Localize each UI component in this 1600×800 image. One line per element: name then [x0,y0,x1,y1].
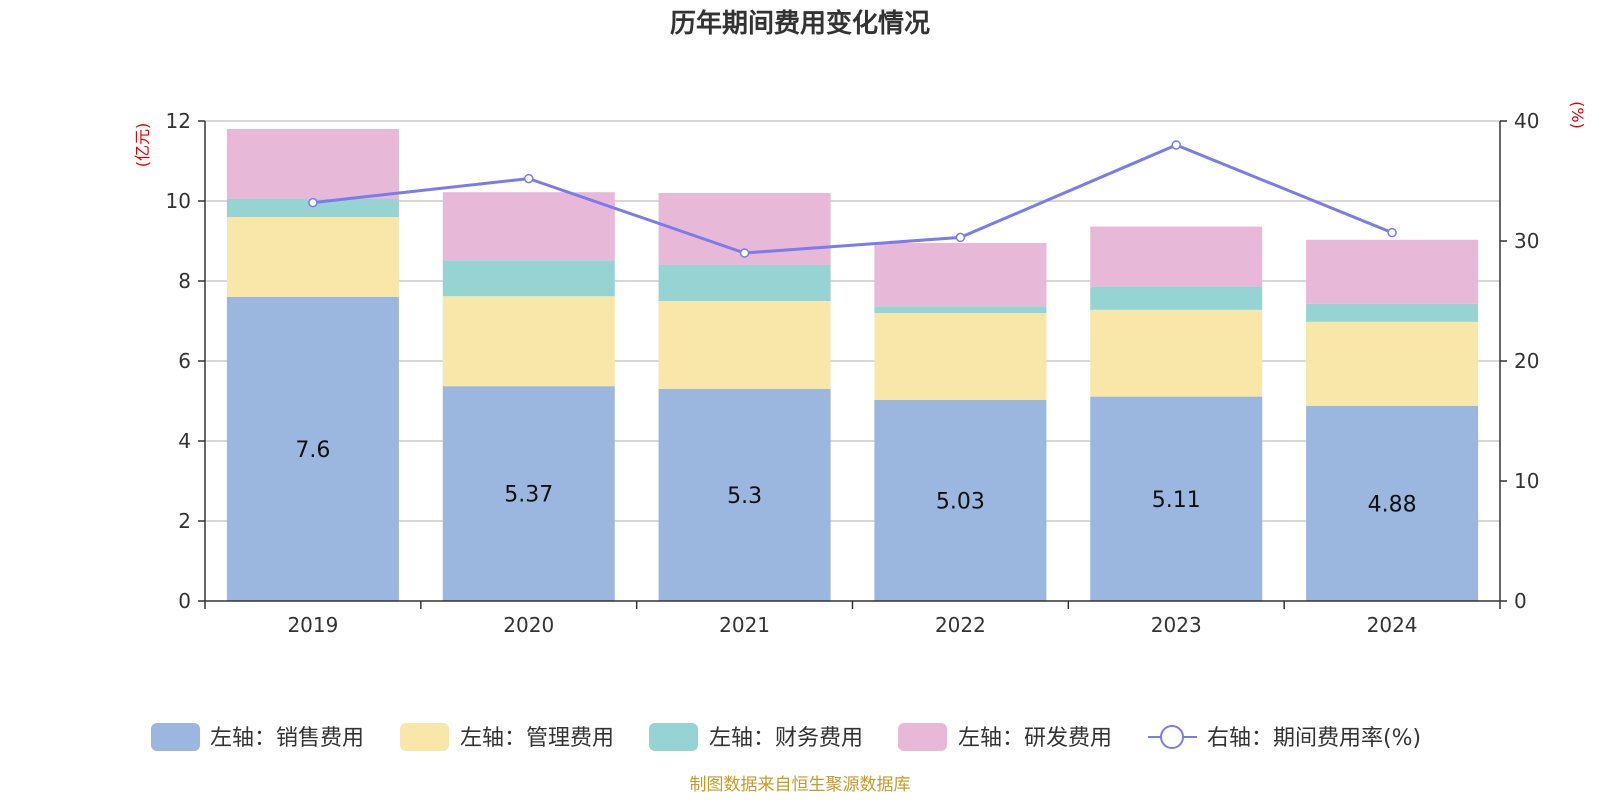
rate-point-2021 [739,248,750,258]
data-label-2021: 5.3 [727,484,762,509]
right-tick-label-10: 10 [1514,469,1539,493]
right-tick-label-30: 30 [1514,229,1539,253]
bar-2023-series-3 [1090,226,1263,287]
bar-2022-series-1 [874,313,1047,400]
bar-2021-series-2 [658,265,831,301]
bar-2022-series-2 [874,306,1047,313]
bar-2024-series-2 [1306,303,1479,322]
source-note: 制图数据来自恒生聚源数据库 [690,775,911,795]
chart-title: 历年期间费用变化情况 [670,8,930,39]
bar-2020-series-2 [442,260,615,297]
bar-2020-series-3 [442,192,615,261]
bar-2019-series-0 [226,297,399,601]
bar-2023-series-0 [1090,396,1263,601]
legend-label-2: 左轴：财务费用 [709,726,863,751]
bar-2024-series-0 [1306,405,1479,601]
legend-swatch-1 [400,723,449,751]
bar-2023-series-2 [1090,286,1263,310]
bar-2023-series-1 [1090,309,1263,397]
rate-point-2024 [1387,227,1397,238]
legend-line-marker [1160,725,1184,749]
legend-swatch-0 [151,723,200,751]
data-label-2019: 7.6 [295,438,330,463]
right-tick-label-20: 20 [1514,349,1539,373]
left-tick-label-2: 2 [178,509,191,533]
grid [205,120,1500,522]
data-label-2024: 4.88 [1368,492,1417,517]
data-label-2022: 5.03 [936,489,985,514]
x-tick-label-2019: 2019 [287,613,338,637]
right-tick-label-40: 40 [1514,109,1539,133]
x-tick-label-2023: 2023 [1151,613,1202,637]
data-labels: 7.6 5.37 5.3 5.03 5.11 4.88 [295,438,1416,517]
axes: 0 2 4 6 8 10 12 0 10 20 30 40 2019 2020 2021 2022 2023 20… [166,109,1540,637]
bar-2019-series-2 [226,199,399,217]
bars [226,129,1479,601]
right-axis-unit: (%) [1568,101,1587,129]
legend-label-1: 左轴：管理费用 [460,726,614,751]
legend-label-0: 左轴：销售费用 [210,726,364,751]
left-tick-label-8: 8 [178,269,191,293]
left-tick-label-6: 6 [178,349,191,373]
bar-2020-series-0 [442,386,615,601]
left-tick-label-10: 10 [166,189,191,213]
legend-label-3: 左轴：研发费用 [958,726,1112,751]
rate-point-2022 [955,232,966,243]
x-tick-label-2022: 2022 [935,613,986,637]
bar-2024-series-1 [1306,321,1479,406]
bar-2022-series-3 [874,243,1047,307]
rate-point-2023 [1171,140,1181,150]
left-tick-label-0: 0 [178,589,191,613]
left-tick-label-12: 12 [166,109,191,133]
bar-2019-series-1 [226,217,399,297]
legend-label-rate: 右轴：期间费用率(%) [1207,726,1421,751]
legend: 左轴：销售费用 左轴：管理费用 左轴：财务费用 左轴：研发费用 右轴：期间费用率(%) [151,723,1421,751]
data-label-2023: 5.11 [1152,488,1201,513]
rate-line [312,143,1393,255]
rate-point-2019 [308,197,318,208]
data-label-2020: 5.37 [504,483,553,508]
bar-2021-series-1 [658,301,831,389]
bar-2019-series-3 [226,129,399,199]
right-tick-label-0: 0 [1514,589,1527,613]
left-tick-label-4: 4 [178,429,191,453]
rate-point-2020 [524,173,534,184]
legend-swatch-2 [649,723,698,751]
legend-swatch-3 [898,723,947,751]
bar-2022-series-0 [874,399,1047,601]
line-series [308,140,1397,258]
x-tick-label-2024: 2024 [1367,613,1418,637]
x-tick-label-2021: 2021 [719,613,770,637]
bar-2024-series-3 [1306,239,1479,304]
bar-2020-series-1 [442,296,615,387]
left-axis-unit: (亿元) [133,123,152,168]
x-tick-label-2020: 2020 [503,613,554,637]
bar-2021-series-0 [658,389,831,601]
